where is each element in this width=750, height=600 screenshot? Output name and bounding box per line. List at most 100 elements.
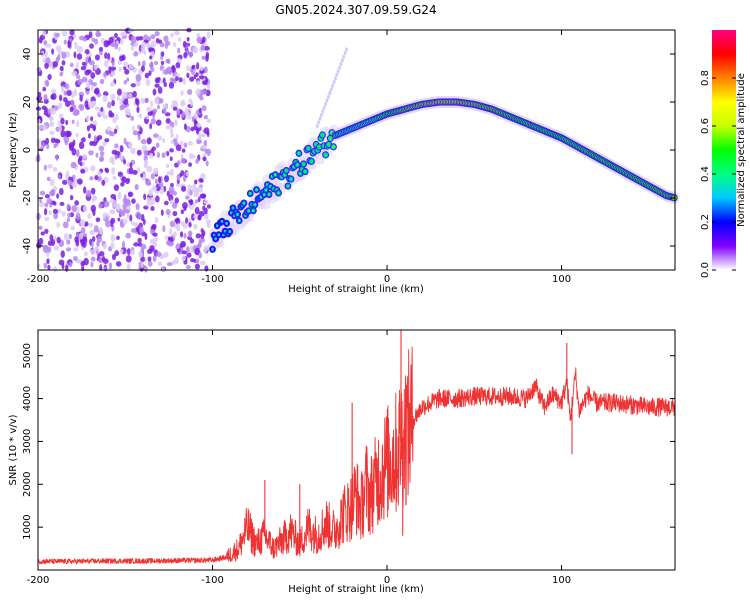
noise-blob bbox=[114, 42, 119, 50]
noise-blob bbox=[114, 143, 119, 149]
noise-blob bbox=[46, 258, 50, 265]
noise-blob bbox=[110, 71, 116, 77]
noise-blob bbox=[89, 43, 94, 49]
noise-blob bbox=[81, 137, 86, 143]
noise-blob bbox=[166, 58, 171, 65]
noise-blob bbox=[203, 66, 208, 74]
noise-blob bbox=[135, 203, 140, 211]
noise-blob bbox=[195, 233, 202, 239]
noise-blob bbox=[73, 51, 77, 59]
noise-blob bbox=[123, 65, 127, 71]
noise-blob bbox=[203, 114, 208, 120]
noise-blob bbox=[43, 94, 48, 101]
ridge-core bbox=[225, 221, 229, 225]
noise-blob bbox=[194, 188, 200, 196]
noise-blob bbox=[153, 61, 159, 66]
noise-blob bbox=[149, 152, 154, 159]
noise-blob bbox=[104, 138, 110, 143]
noise-blob bbox=[68, 261, 73, 268]
colorbar-label: Normalized spectral amplitude bbox=[736, 73, 747, 227]
noise-blob bbox=[90, 72, 96, 79]
noise-blob bbox=[95, 32, 102, 37]
noise-blob bbox=[90, 261, 94, 268]
noise-blob bbox=[81, 154, 88, 159]
noise-blob bbox=[195, 88, 201, 96]
noise-blob bbox=[55, 154, 59, 161]
noise-blob bbox=[107, 52, 111, 60]
noise-blob bbox=[90, 248, 97, 255]
noise-blob bbox=[138, 113, 142, 119]
noise-blob bbox=[122, 202, 127, 211]
noise-blob bbox=[110, 241, 115, 250]
noise-blob bbox=[188, 98, 192, 104]
noise-blob bbox=[126, 248, 131, 255]
noise-blob bbox=[51, 88, 57, 94]
noise-blob bbox=[190, 258, 195, 263]
noise-blob bbox=[61, 30, 68, 37]
noise-blob bbox=[150, 34, 156, 40]
noise-blob bbox=[109, 198, 115, 204]
noise-blob bbox=[36, 118, 41, 124]
noise-blob bbox=[38, 225, 43, 231]
colorbar-tick-label: 0.4 bbox=[700, 166, 711, 182]
noise-blob bbox=[128, 167, 134, 175]
noise-blob bbox=[195, 80, 201, 85]
noise-blob bbox=[177, 248, 181, 253]
noise-blob bbox=[195, 158, 200, 164]
ridge-core bbox=[217, 233, 221, 237]
noise-blob bbox=[183, 123, 187, 131]
noise-blob bbox=[178, 77, 183, 83]
secondary-streak bbox=[339, 61, 343, 66]
noise-blob bbox=[148, 70, 152, 76]
noise-blob bbox=[132, 169, 138, 175]
noise-blob bbox=[161, 152, 166, 159]
noise-blob bbox=[111, 149, 118, 155]
x-tick-label: -100 bbox=[201, 575, 224, 586]
snr-x-ticks: -200 -100 0 100 bbox=[27, 330, 571, 586]
ridge-core bbox=[284, 169, 288, 173]
colorbar-tick-label: 0.0 bbox=[700, 262, 711, 278]
noise-blob bbox=[202, 156, 207, 162]
ridge-core bbox=[332, 145, 335, 149]
noise-blob bbox=[123, 193, 127, 202]
noise-blob bbox=[123, 61, 129, 67]
noise-blob bbox=[61, 60, 66, 66]
ridge-core bbox=[289, 177, 293, 181]
noise-blob bbox=[148, 189, 153, 197]
noise-blob bbox=[61, 211, 66, 217]
noise-blob bbox=[162, 104, 168, 109]
noise-blob bbox=[63, 233, 69, 241]
secondary-streak bbox=[340, 58, 344, 63]
y-tick-label: 1000 bbox=[22, 514, 33, 539]
noise-blob bbox=[163, 35, 169, 43]
noise-blob bbox=[122, 91, 128, 99]
noise-blob bbox=[102, 141, 107, 147]
ridge-core bbox=[324, 153, 328, 157]
noise-blob bbox=[52, 208, 59, 214]
noise-blob bbox=[198, 75, 205, 80]
noise-blob bbox=[112, 203, 118, 208]
noise-blob bbox=[154, 217, 159, 224]
secondary-streak bbox=[342, 54, 346, 59]
noise-blob bbox=[153, 167, 159, 175]
noise-blob bbox=[108, 36, 114, 45]
noise-blob bbox=[91, 100, 96, 107]
noise-blob bbox=[75, 62, 79, 70]
noise-blob bbox=[63, 135, 70, 144]
noise-blob bbox=[156, 151, 161, 159]
noise-blob bbox=[76, 178, 83, 185]
noise-blob bbox=[137, 237, 142, 244]
noise-blob bbox=[149, 62, 154, 69]
noise-blob bbox=[193, 214, 199, 219]
noise-blob bbox=[44, 202, 49, 208]
noise-blob bbox=[96, 171, 102, 177]
noise-blob bbox=[80, 168, 86, 174]
noise-blob bbox=[171, 79, 177, 84]
noise-blob bbox=[84, 100, 89, 108]
noise-blob bbox=[115, 113, 119, 121]
y-tick-label: 5000 bbox=[22, 343, 33, 368]
noise-blob bbox=[150, 40, 156, 49]
noise-blob bbox=[131, 35, 137, 44]
noise-blob bbox=[93, 135, 98, 143]
